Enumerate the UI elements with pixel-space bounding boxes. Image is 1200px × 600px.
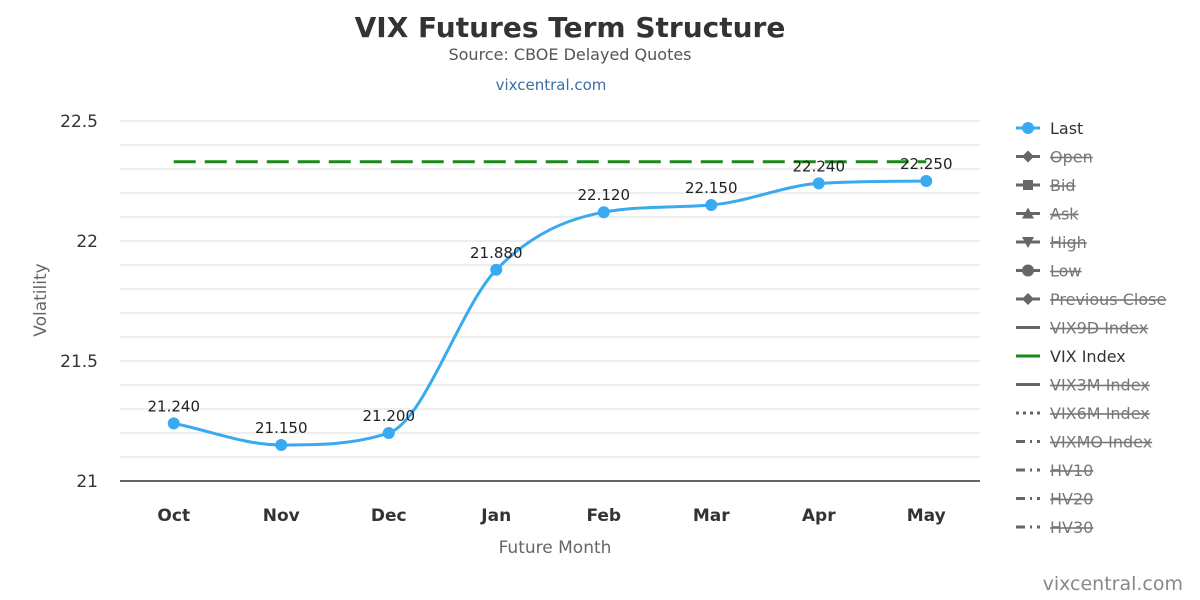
x-tick-label: Oct <box>157 506 190 526</box>
x-tick-label: Nov <box>263 506 300 526</box>
legend-item[interactable]: HV30 <box>1016 518 1093 537</box>
y-tick-label: 22 <box>76 232 98 252</box>
legend-diamond-marker <box>1022 293 1034 305</box>
y-axis-ticks: 21 21.5 22 22.5 <box>60 112 98 492</box>
x-tick-label: Jan <box>480 506 511 526</box>
data-point[interactable] <box>490 263 503 276</box>
legend-diamond-marker <box>1022 150 1034 163</box>
legend-label: High <box>1050 233 1087 252</box>
legend-item[interactable]: HV10 <box>1016 461 1093 480</box>
series-last-line <box>173 179 927 447</box>
legend-item[interactable]: VIX3M Index <box>1016 376 1150 395</box>
legend-label: HV20 <box>1050 490 1093 509</box>
legend-item[interactable]: Ask <box>1016 205 1079 224</box>
legend-item[interactable]: High <box>1016 233 1087 252</box>
x-tick-label: Mar <box>693 506 730 526</box>
data-label: 21.150 <box>255 419 308 437</box>
data-point[interactable] <box>920 175 933 187</box>
legend-item[interactable]: VIX9D Index <box>1016 319 1148 338</box>
data-point[interactable] <box>167 417 180 430</box>
legend-item[interactable]: Open <box>1016 148 1093 167</box>
chart-subtitle: Source: CBOE Delayed Quotes <box>448 45 691 64</box>
y-axis-title: Volatility <box>31 263 51 336</box>
legend-label: VIX Index <box>1050 347 1126 366</box>
x-tick-label: Apr <box>802 506 836 526</box>
data-label: 21.880 <box>470 244 523 262</box>
data-label: 22.240 <box>793 157 846 175</box>
y-tick-label: 21 <box>76 472 98 492</box>
legend-triangle-marker <box>1022 207 1034 219</box>
legend-label: VIX3M Index <box>1050 376 1150 395</box>
x-axis-title: Future Month <box>499 538 612 558</box>
legend-item[interactable]: Previous Close <box>1016 290 1166 309</box>
legend-label: Bid <box>1050 176 1076 195</box>
legend-label: HV30 <box>1050 518 1093 537</box>
data-label: 21.240 <box>148 397 201 415</box>
legend-label: Ask <box>1050 205 1079 224</box>
data-label: 22.120 <box>578 186 631 204</box>
legend-label: VIX6M Index <box>1050 404 1150 423</box>
legend: Last Open Bid Ask High Low Previous Close VIX9D… <box>1016 119 1166 537</box>
legend-label: Open <box>1050 148 1093 167</box>
credit-text: vixcentral.com <box>1043 573 1183 595</box>
series-layer <box>167 160 933 451</box>
legend-item[interactable]: Bid <box>1016 176 1076 195</box>
source-link[interactable]: vixcentral.com <box>496 76 607 94</box>
legend-circle-marker <box>1022 122 1034 134</box>
legend-item[interactable]: HV20 <box>1016 490 1093 509</box>
legend-label: HV10 <box>1050 461 1093 480</box>
data-point[interactable] <box>812 177 825 190</box>
gridlines <box>120 120 980 458</box>
chart-title: VIX Futures Term Structure <box>355 11 786 44</box>
data-point[interactable] <box>382 427 395 439</box>
data-point[interactable] <box>597 206 610 219</box>
data-labels: 21.240 21.150 21.200 21.880 22.120 22.150 22.2… <box>148 155 953 437</box>
legend-triangle-down-marker <box>1022 237 1034 248</box>
legend-square-marker <box>1023 180 1033 190</box>
legend-item[interactable]: VIXMO Index <box>1016 433 1152 452</box>
data-point[interactable] <box>705 199 718 211</box>
legend-item[interactable]: Low <box>1016 262 1082 281</box>
y-tick-label: 21.5 <box>60 352 98 372</box>
y-tick-label: 22.5 <box>60 112 98 132</box>
x-tick-label: Dec <box>371 506 407 526</box>
data-label: 21.200 <box>363 407 416 425</box>
data-label: 22.250 <box>900 155 953 173</box>
legend-item[interactable]: VIX Index <box>1016 347 1126 366</box>
legend-label: Last <box>1050 119 1083 138</box>
x-axis-ticks: Oct Nov Dec Jan Feb Mar Apr May <box>157 506 945 526</box>
legend-circle-marker <box>1022 264 1034 277</box>
x-tick-label: Feb <box>586 506 621 526</box>
legend-item[interactable]: Last <box>1016 119 1083 138</box>
data-label: 22.150 <box>685 179 738 197</box>
x-tick-label: May <box>907 506 946 526</box>
legend-item[interactable]: VIX6M Index <box>1016 404 1150 423</box>
legend-label: Low <box>1050 262 1082 281</box>
legend-label: VIX9D Index <box>1050 319 1148 338</box>
data-point[interactable] <box>275 439 288 451</box>
legend-label: VIXMO Index <box>1050 433 1152 452</box>
legend-label: Previous Close <box>1050 290 1166 309</box>
